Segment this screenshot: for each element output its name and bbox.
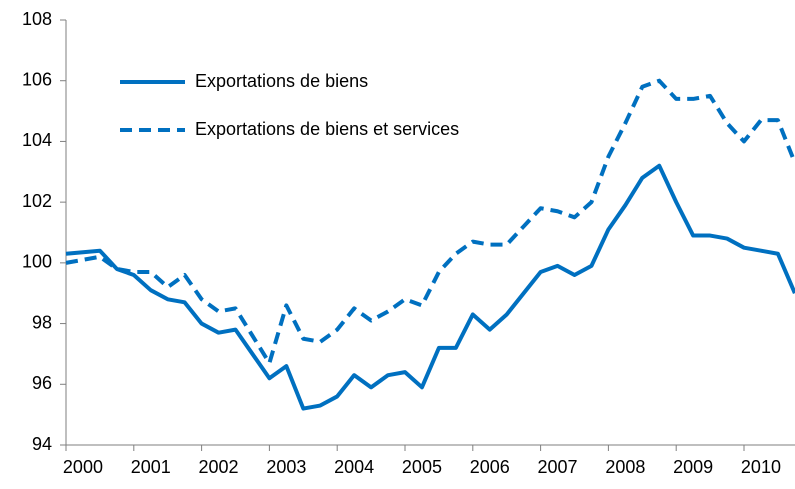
x-tick-label: 2006 — [470, 457, 510, 477]
x-tick-label: 2003 — [266, 457, 306, 477]
legend-label: Exportations de biens — [195, 71, 368, 91]
y-tick-label: 96 — [32, 373, 52, 393]
y-tick-label: 94 — [32, 434, 52, 454]
y-tick-label: 102 — [22, 191, 52, 211]
x-tick-label: 2005 — [402, 457, 442, 477]
y-tick-label: 106 — [22, 69, 52, 89]
x-tick-label: 2001 — [131, 457, 171, 477]
series-line — [65, 163, 795, 411]
x-tick-label: 2010 — [741, 457, 781, 477]
series-line — [65, 78, 795, 366]
x-tick-label: 2008 — [605, 457, 645, 477]
x-tick-label: 2004 — [334, 457, 374, 477]
x-tick-label: 2007 — [538, 457, 578, 477]
x-tick-label: 2009 — [673, 457, 713, 477]
x-tick-label: 2000 — [63, 457, 103, 477]
y-tick-label: 104 — [22, 130, 52, 150]
y-tick-label: 108 — [22, 9, 52, 29]
legend-label: Exportations de biens et services — [195, 119, 459, 139]
y-tick-label: 100 — [22, 252, 52, 272]
y-tick-label: 98 — [32, 312, 52, 332]
x-tick-label: 2002 — [199, 457, 239, 477]
